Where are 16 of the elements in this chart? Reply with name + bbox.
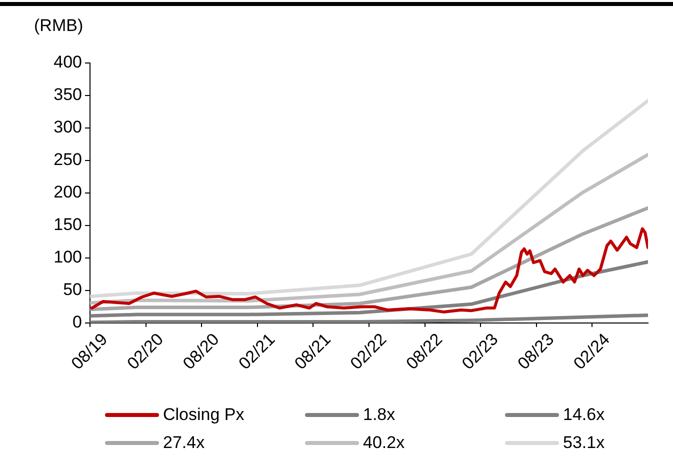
y-tick-label: 0 [72,312,82,332]
legend-label: 14.6x [563,405,605,425]
y-tick-label: 400 [54,52,82,72]
y-tick-label: 100 [54,248,82,267]
legend-label: 53.1x [563,433,605,453]
y-tick-label: 250 [54,150,82,170]
y-tick-label: 300 [54,118,82,137]
legend-label: 1.8x [363,405,396,425]
legend-label: 27.4x [163,433,205,453]
legend-label: 40.2x [363,433,405,453]
y-tick-label: 200 [54,182,82,202]
y-axis-title: (RMB) [34,16,84,36]
legend-label: Closing Px [163,405,244,425]
y-tick-label: 150 [54,215,82,234]
y-tick-label: 350 [54,85,82,104]
y-tick-label: 50 [63,280,82,300]
